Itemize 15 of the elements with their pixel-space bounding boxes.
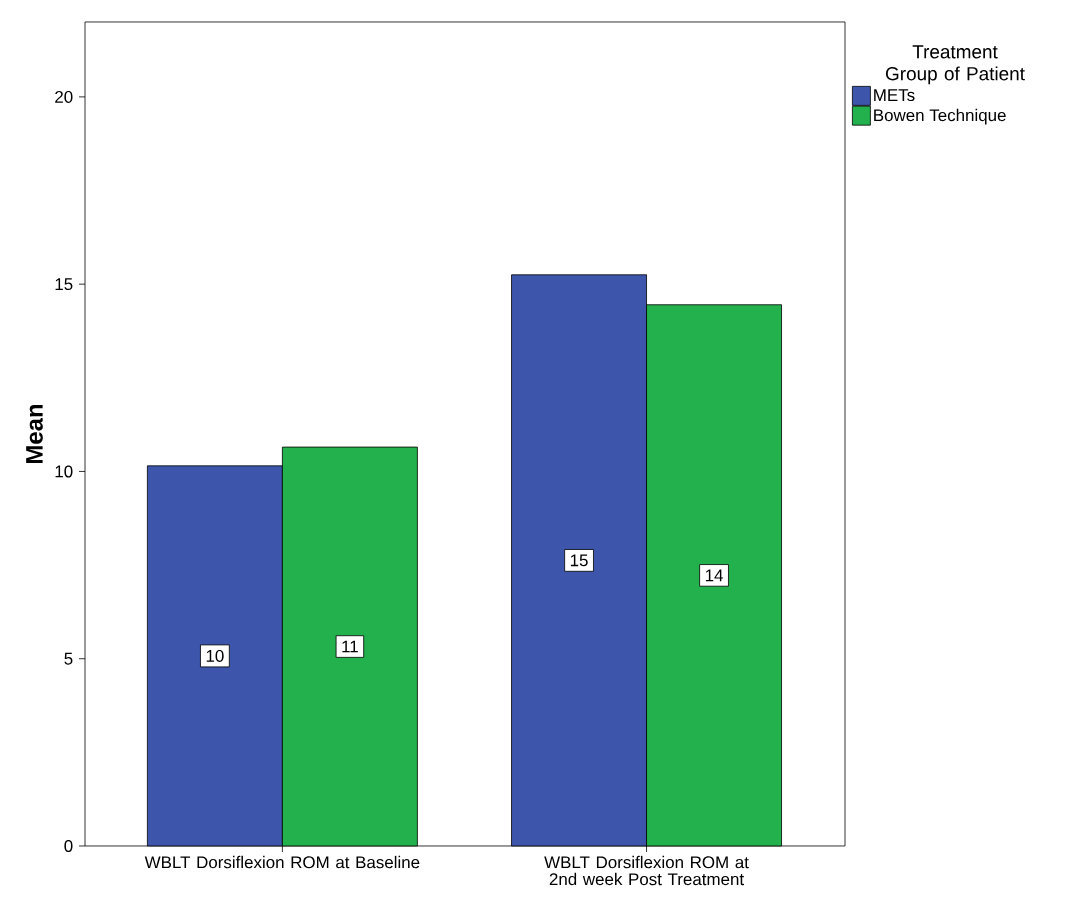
y-axis-title: Mean <box>26 404 43 463</box>
data-label: 11 <box>342 640 358 653</box>
legend-label: Bowen Technique <box>874 108 1006 125</box>
y-tick-label: 15 <box>55 278 73 291</box>
x-tick-label: WBLT Dorsiflexion ROM at 2nd week Post Treatment <box>544 855 749 886</box>
legend-title: Treatment Group of Patient <box>885 45 1025 85</box>
data-label: 15 <box>570 554 588 567</box>
y-tick-label: 10 <box>55 465 73 478</box>
data-label: 10 <box>206 649 224 662</box>
x-tick-label: WBLT Dorsiflexion ROM at Baseline <box>144 855 420 869</box>
y-tick-label: 0 <box>64 839 73 852</box>
y-tick-label: 5 <box>64 652 73 665</box>
legend-label: METs <box>874 89 915 102</box>
data-label: 14 <box>705 569 723 582</box>
y-tick-label: 20 <box>55 90 73 103</box>
